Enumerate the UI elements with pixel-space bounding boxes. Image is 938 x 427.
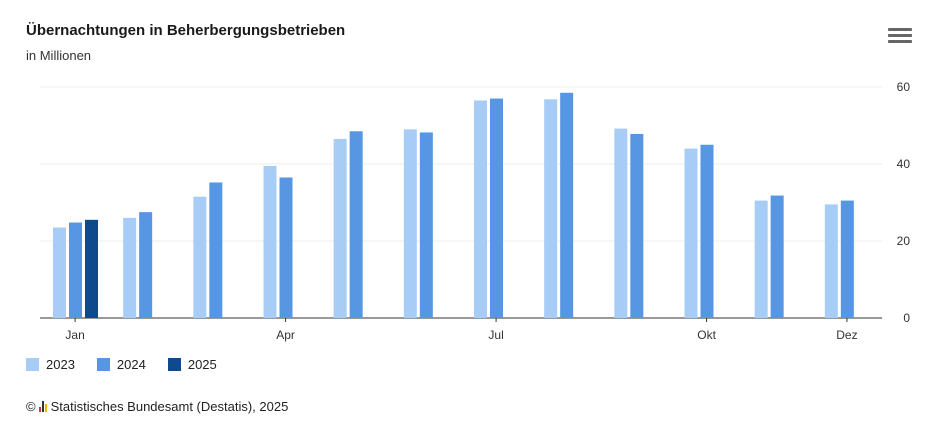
y-axis-ticks: 0 20 40 60 [897,80,911,325]
bar-2023-Jul[interactable] [474,100,487,318]
x-tick-label: Okt [697,328,716,342]
bars-group [53,92,854,319]
chart-title: Übernachtungen in Beherbergungsbetrieben [26,22,346,39]
bar-2024-Jan[interactable] [69,222,82,318]
legend-swatch-2025 [167,358,181,371]
hamburger-menu-icon[interactable] [888,28,912,48]
legend-label-2023: 2023 [46,357,75,372]
bar-2023-Mär[interactable] [193,196,207,318]
bar-2024-Feb[interactable] [139,212,153,318]
destatis-logo-icon [38,401,47,412]
legend: 2023 2024 2025 [26,357,217,372]
y-tick-label: 60 [897,80,911,94]
menu-line [888,34,912,37]
menu-line [888,40,912,43]
bar-2024-Mai[interactable] [349,131,363,318]
bar-2023-Apr[interactable] [263,165,277,318]
bar-chart: 0 20 40 60 Jan Apr Jul Okt Dez [40,80,911,342]
legend-label-2025: 2025 [187,357,217,372]
legend-swatch-2023 [26,358,39,371]
bar-2023-Nov[interactable] [754,200,768,318]
legend-label-2024: 2024 [116,357,146,372]
bar-2024-Sep[interactable] [630,133,644,318]
y-tick-label: 0 [903,311,910,325]
copyright-symbol: © [26,399,36,414]
bar-2024-Jun[interactable] [419,132,433,318]
x-axis-ticks: Jan Apr Jul Okt Dez [65,318,858,342]
y-tick-label: 20 [897,234,911,248]
bar-2024-Mär[interactable] [209,182,223,318]
bar-2024-Jul[interactable] [490,98,503,318]
bar-2024-Apr[interactable] [279,177,293,318]
y-tick-label: 40 [897,157,911,171]
legend-item-2025[interactable]: 2025 [167,357,217,372]
source-credit: © Statistisches Bundesamt (Destatis), 20… [26,399,288,414]
bar-2023-Sep[interactable] [614,128,628,318]
bar-2023-Aug[interactable] [544,99,558,318]
legend-swatch-2024 [96,358,110,371]
bar-2023-Dez[interactable] [824,204,838,318]
chart-subtitle: in Millionen [26,48,92,63]
bar-2023-Jan[interactable] [53,227,66,318]
bar-2024-Aug[interactable] [560,92,574,319]
legend-item-2024[interactable]: 2024 [96,357,146,372]
bar-2024-Okt[interactable] [700,144,714,318]
grid-lines [40,86,882,319]
bar-2023-Okt[interactable] [684,148,698,318]
bar-2024-Dez[interactable] [840,200,854,318]
bar-2023-Feb[interactable] [123,217,137,318]
bar-2023-Mai[interactable] [333,138,347,318]
bar-2025-Jan[interactable] [85,219,98,318]
bar-2023-Jun[interactable] [403,129,417,318]
x-tick-label: Dez [836,328,857,342]
menu-line [888,28,912,31]
credit-text: Statistisches Bundesamt (Destatis), 2025 [50,399,289,414]
x-tick-label: Jul [488,328,503,342]
x-tick-label: Jan [65,328,84,342]
x-tick-label: Apr [276,328,295,342]
bar-2024-Nov[interactable] [770,195,784,318]
legend-item-2023[interactable]: 2023 [26,357,75,372]
